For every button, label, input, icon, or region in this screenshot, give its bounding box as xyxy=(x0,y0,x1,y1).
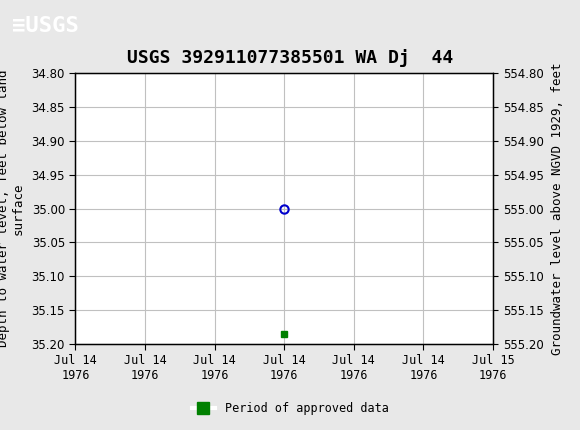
Legend: Period of approved data: Period of approved data xyxy=(187,397,393,420)
Y-axis label: Groundwater level above NGVD 1929, feet: Groundwater level above NGVD 1929, feet xyxy=(550,62,564,355)
Y-axis label: Depth to water level, feet below land
surface: Depth to water level, feet below land su… xyxy=(0,70,24,347)
Text: ≡USGS: ≡USGS xyxy=(12,16,78,36)
Text: USGS 392911077385501 WA Dj  44: USGS 392911077385501 WA Dj 44 xyxy=(127,49,453,67)
